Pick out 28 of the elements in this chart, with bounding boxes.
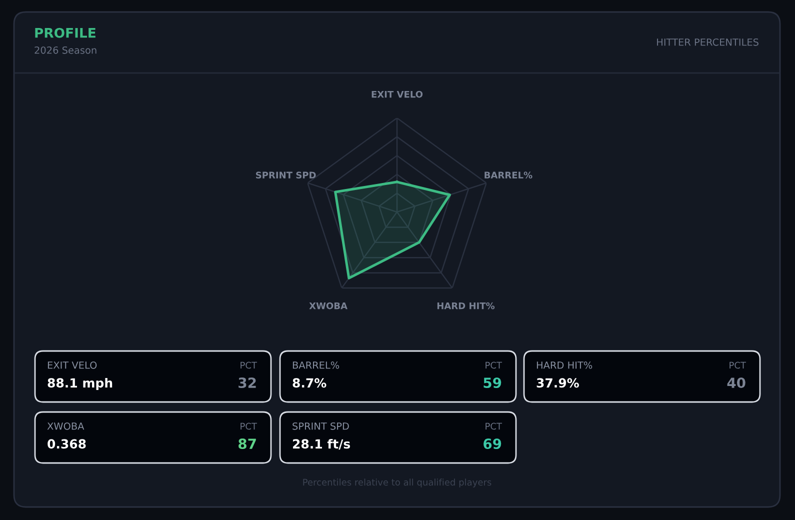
text: 40 <box>727 378 746 388</box>
text: BARREL% <box>292 361 340 369</box>
text: HITTER PERCENTILES <box>657 38 758 46</box>
text: 28.1 ft/s <box>292 438 350 450</box>
text: 59 <box>484 378 502 388</box>
spoke-label: SPRINT SPD <box>256 172 316 178</box>
text: 37.9% <box>536 378 579 388</box>
spoke-label: XWOBA <box>309 302 348 310</box>
text: 0.368 <box>48 439 86 449</box>
spoke-label: EXIT VELO <box>372 90 423 98</box>
text: PROFILE <box>35 28 96 38</box>
text: PCT <box>486 422 502 430</box>
text: PCT <box>240 422 258 430</box>
text: PCT <box>486 362 502 369</box>
text: 87 <box>238 438 256 450</box>
text: PCT <box>240 362 258 369</box>
text: 8.7% <box>292 378 326 388</box>
text: 69 <box>484 438 502 450</box>
text: 2026 Season <box>34 46 96 54</box>
text: PCT <box>730 362 746 369</box>
text: XWOBA <box>47 422 84 430</box>
text: EXIT VELO <box>48 361 97 369</box>
text: HARD HIT% <box>536 361 592 369</box>
text: 32 <box>238 378 256 388</box>
spoke-label: HARD HIT% <box>437 302 495 310</box>
text: 88.1 mph <box>48 378 112 390</box>
spoke-label: BARREL% <box>484 172 532 178</box>
text: SPRINT SPD <box>292 422 349 430</box>
